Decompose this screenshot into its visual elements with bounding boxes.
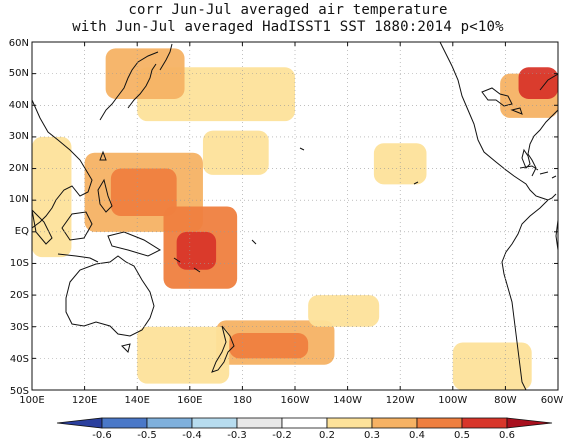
colorbar-swatch [236, 417, 283, 429]
map-title-line1: corr Jun-Jul averaged air temperature [128, 2, 448, 18]
lat-label: 60N [9, 38, 29, 49]
lat-label: 20N [9, 163, 29, 174]
correlation-region [308, 295, 380, 327]
correlation-region [202, 130, 269, 175]
lon-label: 160E [177, 395, 202, 406]
korea-coastline [99, 51, 159, 121]
colorbar-label: -0.4 [182, 430, 202, 441]
correlation-region [105, 48, 185, 99]
nova-scotia-coastline [539, 73, 558, 91]
colorbar-swatch [461, 417, 508, 429]
tick-marks [31, 41, 559, 391]
correlation-region [373, 143, 427, 185]
colorbar-swatch [416, 417, 463, 429]
us-east-coastline [527, 109, 558, 177]
lon-label: 180 [233, 395, 252, 406]
colorbar-swatch [281, 417, 328, 429]
lat-label: 30N [9, 131, 29, 142]
florida-coastline [521, 148, 531, 169]
sumatra-coastline [32, 209, 53, 245]
correlation-region [302, 225, 493, 245]
coastlines [32, 42, 558, 390]
tasmania-coastline [121, 343, 131, 353]
lat-label: 40N [9, 100, 29, 111]
correlation-region [32, 136, 72, 258]
kamchatka-coastline [159, 43, 173, 71]
correlation-region [110, 168, 177, 216]
lat-label: 40S [10, 354, 29, 365]
new-zealand-coastline [211, 325, 235, 373]
correlation-region [137, 326, 230, 384]
colorbar-swatch [146, 417, 193, 429]
lon-label: 160W [281, 395, 310, 406]
lon-label: 140E [124, 395, 149, 406]
lon-label: 100W [438, 395, 467, 406]
lat-label: 50N [9, 68, 29, 79]
asia-coastline [32, 99, 93, 229]
colorbar-labels: -0.6 -0.5 -0.4 -0.3 -0.2 0.2 0.3 0.4 0.5… [92, 430, 515, 441]
taiwan-coastline [99, 150, 107, 161]
lon-label: 80W [494, 395, 517, 406]
colorbar-label: 0.6 [499, 430, 515, 441]
lat-label: 30S [10, 322, 29, 333]
lon-label: 140W [333, 395, 362, 406]
pacific-islands [173, 147, 419, 273]
colorbar-label: 0.3 [364, 430, 380, 441]
lat-label: EQ [15, 226, 29, 237]
new-guinea-coastline [107, 231, 162, 257]
colorbar-swatch [506, 417, 553, 429]
lon-label: 60W [541, 395, 564, 406]
colorbar [56, 417, 553, 429]
correlation-shading [32, 48, 558, 390]
lat-label: 10N [9, 194, 29, 205]
south-america-coastline [501, 199, 549, 390]
correlation-region [518, 67, 558, 99]
colorbar-label: -0.3 [227, 430, 247, 441]
lon-label: 100E [19, 395, 44, 406]
colorbar-swatch [56, 417, 103, 429]
colorbar-label: 0.5 [454, 430, 470, 441]
colorbar-swatch [101, 417, 148, 429]
lat-labels: 60N 50N 40N 30N 20N 10N EQ 10S 20S 30S 4… [9, 38, 29, 397]
colorbar-label: 0.2 [319, 430, 335, 441]
correlation-region [229, 333, 309, 359]
great-lakes [481, 87, 523, 115]
japan-coastline [127, 63, 157, 109]
correlation-region [452, 342, 532, 390]
colorbar-swatch [326, 417, 373, 429]
colorbar-label: -0.5 [137, 430, 157, 441]
north-america-coastline [439, 42, 557, 201]
south-america-east [555, 219, 558, 251]
lon-label: 120E [72, 395, 97, 406]
lat-label: 50S [10, 386, 29, 397]
colorbar-swatch [371, 417, 418, 429]
colorbar-swatch [191, 417, 238, 429]
philippines-coastline [97, 178, 113, 213]
lat-label: 10S [10, 258, 29, 269]
lon-labels: 100E 120E 140E 160E 180 160W 140W 120W 1… [19, 395, 563, 406]
borneo-coastline [61, 211, 93, 241]
australia-coastline [65, 255, 155, 337]
indonesia-islands [57, 253, 99, 263]
lat-label: 20S [10, 290, 29, 301]
correlation-region [176, 231, 217, 270]
lon-label: 120W [386, 395, 415, 406]
colorbar-label: 0.4 [409, 430, 425, 441]
colorbar-label: -0.6 [92, 430, 112, 441]
colorbar-label: -0.2 [272, 430, 292, 441]
map-title-line2: with Jun-Jul averaged HadISST1 SST 1880:… [72, 19, 504, 35]
